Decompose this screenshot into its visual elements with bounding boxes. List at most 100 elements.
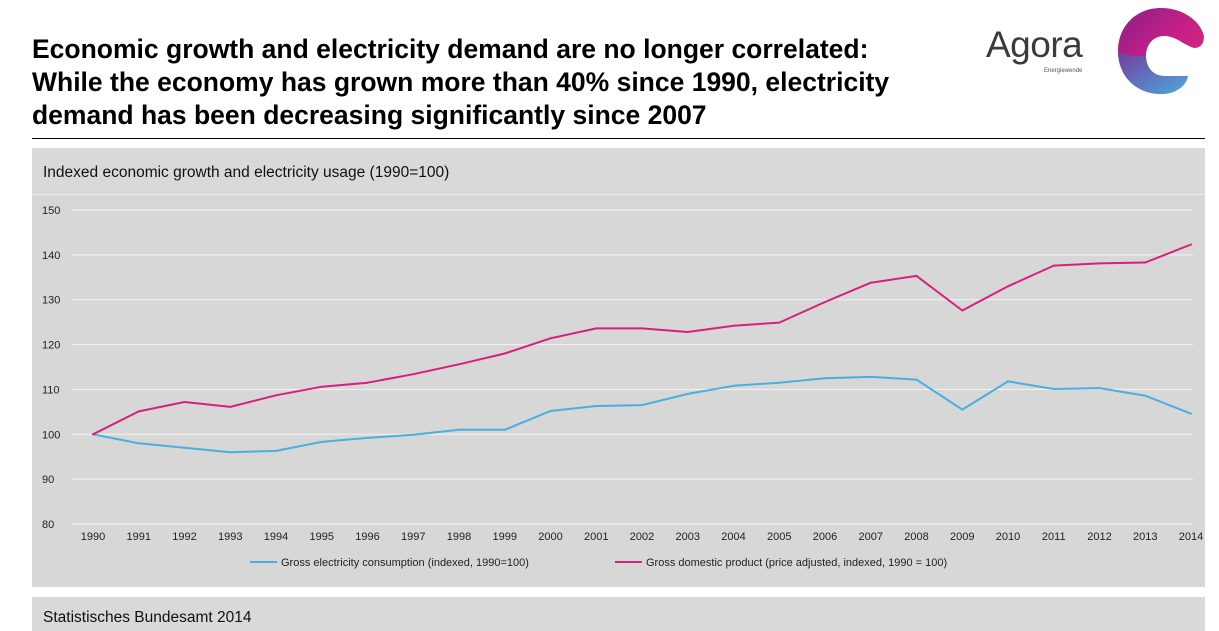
- y-tick-label: 90: [42, 474, 54, 486]
- data-point: [915, 378, 918, 381]
- legend-label: Gross domestic product (price adjusted, …: [646, 557, 947, 569]
- data-point: [778, 381, 781, 384]
- data-point: [92, 433, 94, 436]
- x-tick-label: 1993: [218, 531, 242, 543]
- agora-logo-mark-icon: [1118, 8, 1204, 94]
- y-tick-label: 120: [42, 340, 60, 352]
- title-line-3: demand has been decreasing significantly…: [32, 100, 707, 130]
- data-point: [686, 331, 689, 334]
- series-lines: [92, 243, 1192, 454]
- x-tick-label: 2004: [721, 531, 745, 543]
- x-tick-label: 2003: [676, 531, 700, 543]
- chart-panel: Indexed economic growth and electricity …: [32, 148, 1205, 587]
- data-point: [412, 433, 415, 436]
- y-axis-ticks: 80 90 100 110 120 130 140 150: [42, 205, 60, 531]
- title-line-2: While the economy has grown more than 40…: [32, 67, 890, 97]
- x-tick-label: 1991: [127, 531, 151, 543]
- x-tick-label: 1992: [172, 531, 196, 543]
- chart-area: 80 90 100 110 120 130 140 150 1990 1991 1992 1993 1…: [32, 194, 1205, 587]
- data-point: [961, 309, 964, 312]
- data-point: [320, 440, 323, 443]
- data-point: [778, 321, 781, 324]
- data-point: [229, 451, 232, 454]
- x-tick-label: 2012: [1087, 531, 1111, 543]
- data-point: [320, 385, 323, 388]
- x-tick-label: 2010: [996, 531, 1020, 543]
- y-tick-label: 130: [42, 295, 60, 307]
- x-tick-label: 1997: [401, 531, 425, 543]
- data-point: [458, 428, 460, 431]
- data-point: [915, 274, 918, 277]
- data-point: [366, 436, 369, 439]
- legend: Gross electricity consumption (indexed, …: [250, 557, 947, 569]
- data-point: [1007, 285, 1009, 288]
- y-tick-label: 140: [42, 250, 60, 262]
- data-point: [732, 384, 735, 387]
- data-point: [1098, 387, 1101, 390]
- x-axis-ticks: 1990 1991 1992 1993 1994 1995 1996 1997 1998 1999…: [81, 531, 1203, 543]
- x-tick-label: 2000: [538, 531, 562, 543]
- data-point: [137, 442, 140, 445]
- source-text: Statistisches Bundesamt 2014: [43, 609, 252, 626]
- x-tick-label: 2007: [859, 531, 883, 543]
- x-tick-label: 2014: [1179, 531, 1203, 543]
- data-point: [503, 428, 506, 431]
- title-line-1: Economic growth and electricity demand a…: [32, 34, 869, 64]
- data-point: [229, 405, 232, 408]
- x-tick-label: 2011: [1042, 531, 1066, 543]
- grid-lines: [72, 209, 1193, 525]
- data-point: [1144, 394, 1147, 397]
- data-point: [183, 446, 186, 449]
- x-tick-label: 1996: [355, 531, 379, 543]
- logo-subtitle: Energiewende: [1044, 68, 1083, 74]
- logo-wordmark: Agora: [986, 24, 1083, 65]
- data-point: [595, 327, 598, 330]
- data-point: [1190, 412, 1192, 415]
- data-point: [641, 404, 643, 407]
- data-point: [1098, 262, 1101, 265]
- data-point: [137, 410, 140, 413]
- y-tick-label: 80: [42, 519, 54, 531]
- x-tick-label: 2001: [584, 531, 608, 543]
- data-point: [549, 409, 552, 412]
- data-point: [1052, 264, 1055, 267]
- legend-label: Gross electricity consumption (indexed, …: [281, 557, 529, 569]
- x-tick-label: 2013: [1133, 531, 1157, 543]
- data-point: [1052, 387, 1055, 390]
- x-tick-label: 1990: [81, 531, 105, 543]
- x-tick-label: 1998: [447, 531, 471, 543]
- x-tick-label: 2008: [904, 531, 928, 543]
- data-point: [1190, 243, 1192, 246]
- data-point: [549, 337, 552, 340]
- x-tick-label: 2005: [767, 531, 791, 543]
- x-tick-label: 2002: [630, 531, 654, 543]
- data-point: [503, 352, 506, 355]
- y-tick-label: 150: [42, 205, 60, 217]
- title-divider: [32, 138, 1205, 139]
- y-tick-label: 100: [42, 429, 60, 441]
- line-chart: 80 90 100 110 120 130 140 150 1990 1991 1992 1993 1…: [42, 205, 1203, 569]
- chart-title: Indexed economic growth and electricity …: [43, 164, 450, 181]
- data-point: [869, 375, 872, 378]
- agora-logo: Agora Energiewende: [982, 4, 1207, 98]
- data-point: [686, 392, 689, 395]
- data-point: [458, 363, 460, 366]
- x-tick-label: 2009: [950, 531, 974, 543]
- data-point: [412, 373, 415, 376]
- data-point: [183, 400, 186, 403]
- data-point: [366, 381, 369, 384]
- data-point: [275, 449, 277, 452]
- data-point: [1144, 261, 1147, 264]
- x-tick-label: 1994: [264, 531, 288, 543]
- data-point: [824, 377, 826, 380]
- x-tick-label: 2006: [813, 531, 837, 543]
- page-title: Economic growth and electricity demand a…: [32, 33, 962, 132]
- data-point: [824, 300, 826, 303]
- data-point: [641, 327, 643, 330]
- data-point: [595, 405, 598, 408]
- y-tick-label: 110: [42, 384, 60, 396]
- data-point: [732, 324, 735, 327]
- data-point: [961, 408, 964, 411]
- data-point: [1007, 380, 1009, 383]
- series-line-electricity: [92, 375, 1192, 454]
